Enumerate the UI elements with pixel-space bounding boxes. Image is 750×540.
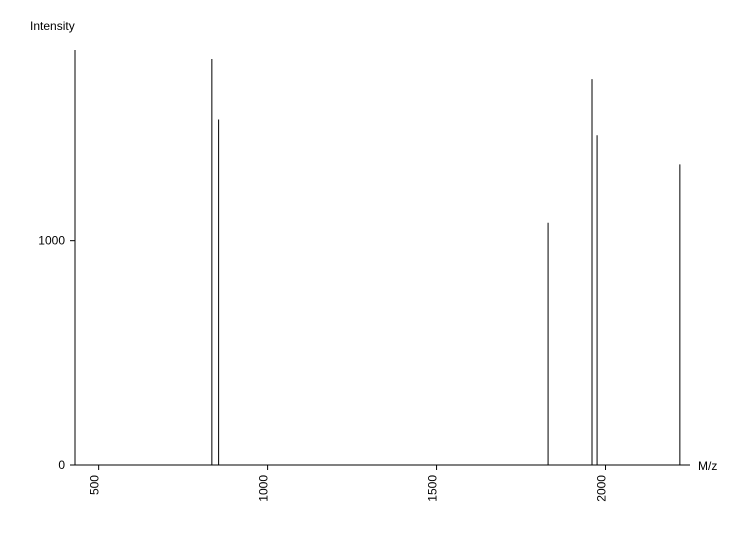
- y-tick-label: 1000: [38, 234, 65, 248]
- x-axis-label: M/z: [698, 459, 717, 473]
- x-tick-label: 500: [88, 475, 102, 495]
- chart-svg: Intensity M/z 0 1000 500 1000 1500 2000: [0, 0, 750, 540]
- mass-spectrum-chart: Intensity M/z 0 1000 500 1000 1500 2000: [0, 0, 750, 540]
- x-tick-label: 1000: [257, 475, 271, 502]
- y-tick-label: 0: [58, 458, 65, 472]
- x-tick-label: 2000: [595, 475, 609, 502]
- x-tick-label: 1500: [426, 475, 440, 502]
- y-axis-label: Intensity: [30, 19, 75, 33]
